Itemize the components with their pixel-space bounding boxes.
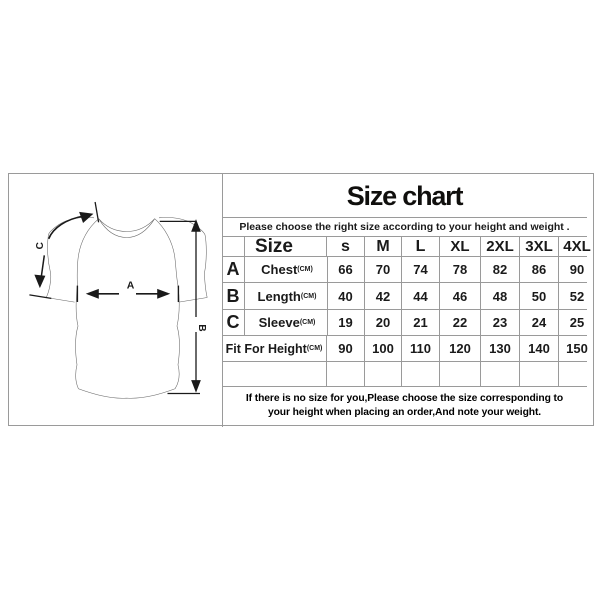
svg-text:A: A	[127, 280, 135, 292]
svg-text:C: C	[35, 242, 46, 249]
svg-text:B: B	[196, 324, 207, 331]
